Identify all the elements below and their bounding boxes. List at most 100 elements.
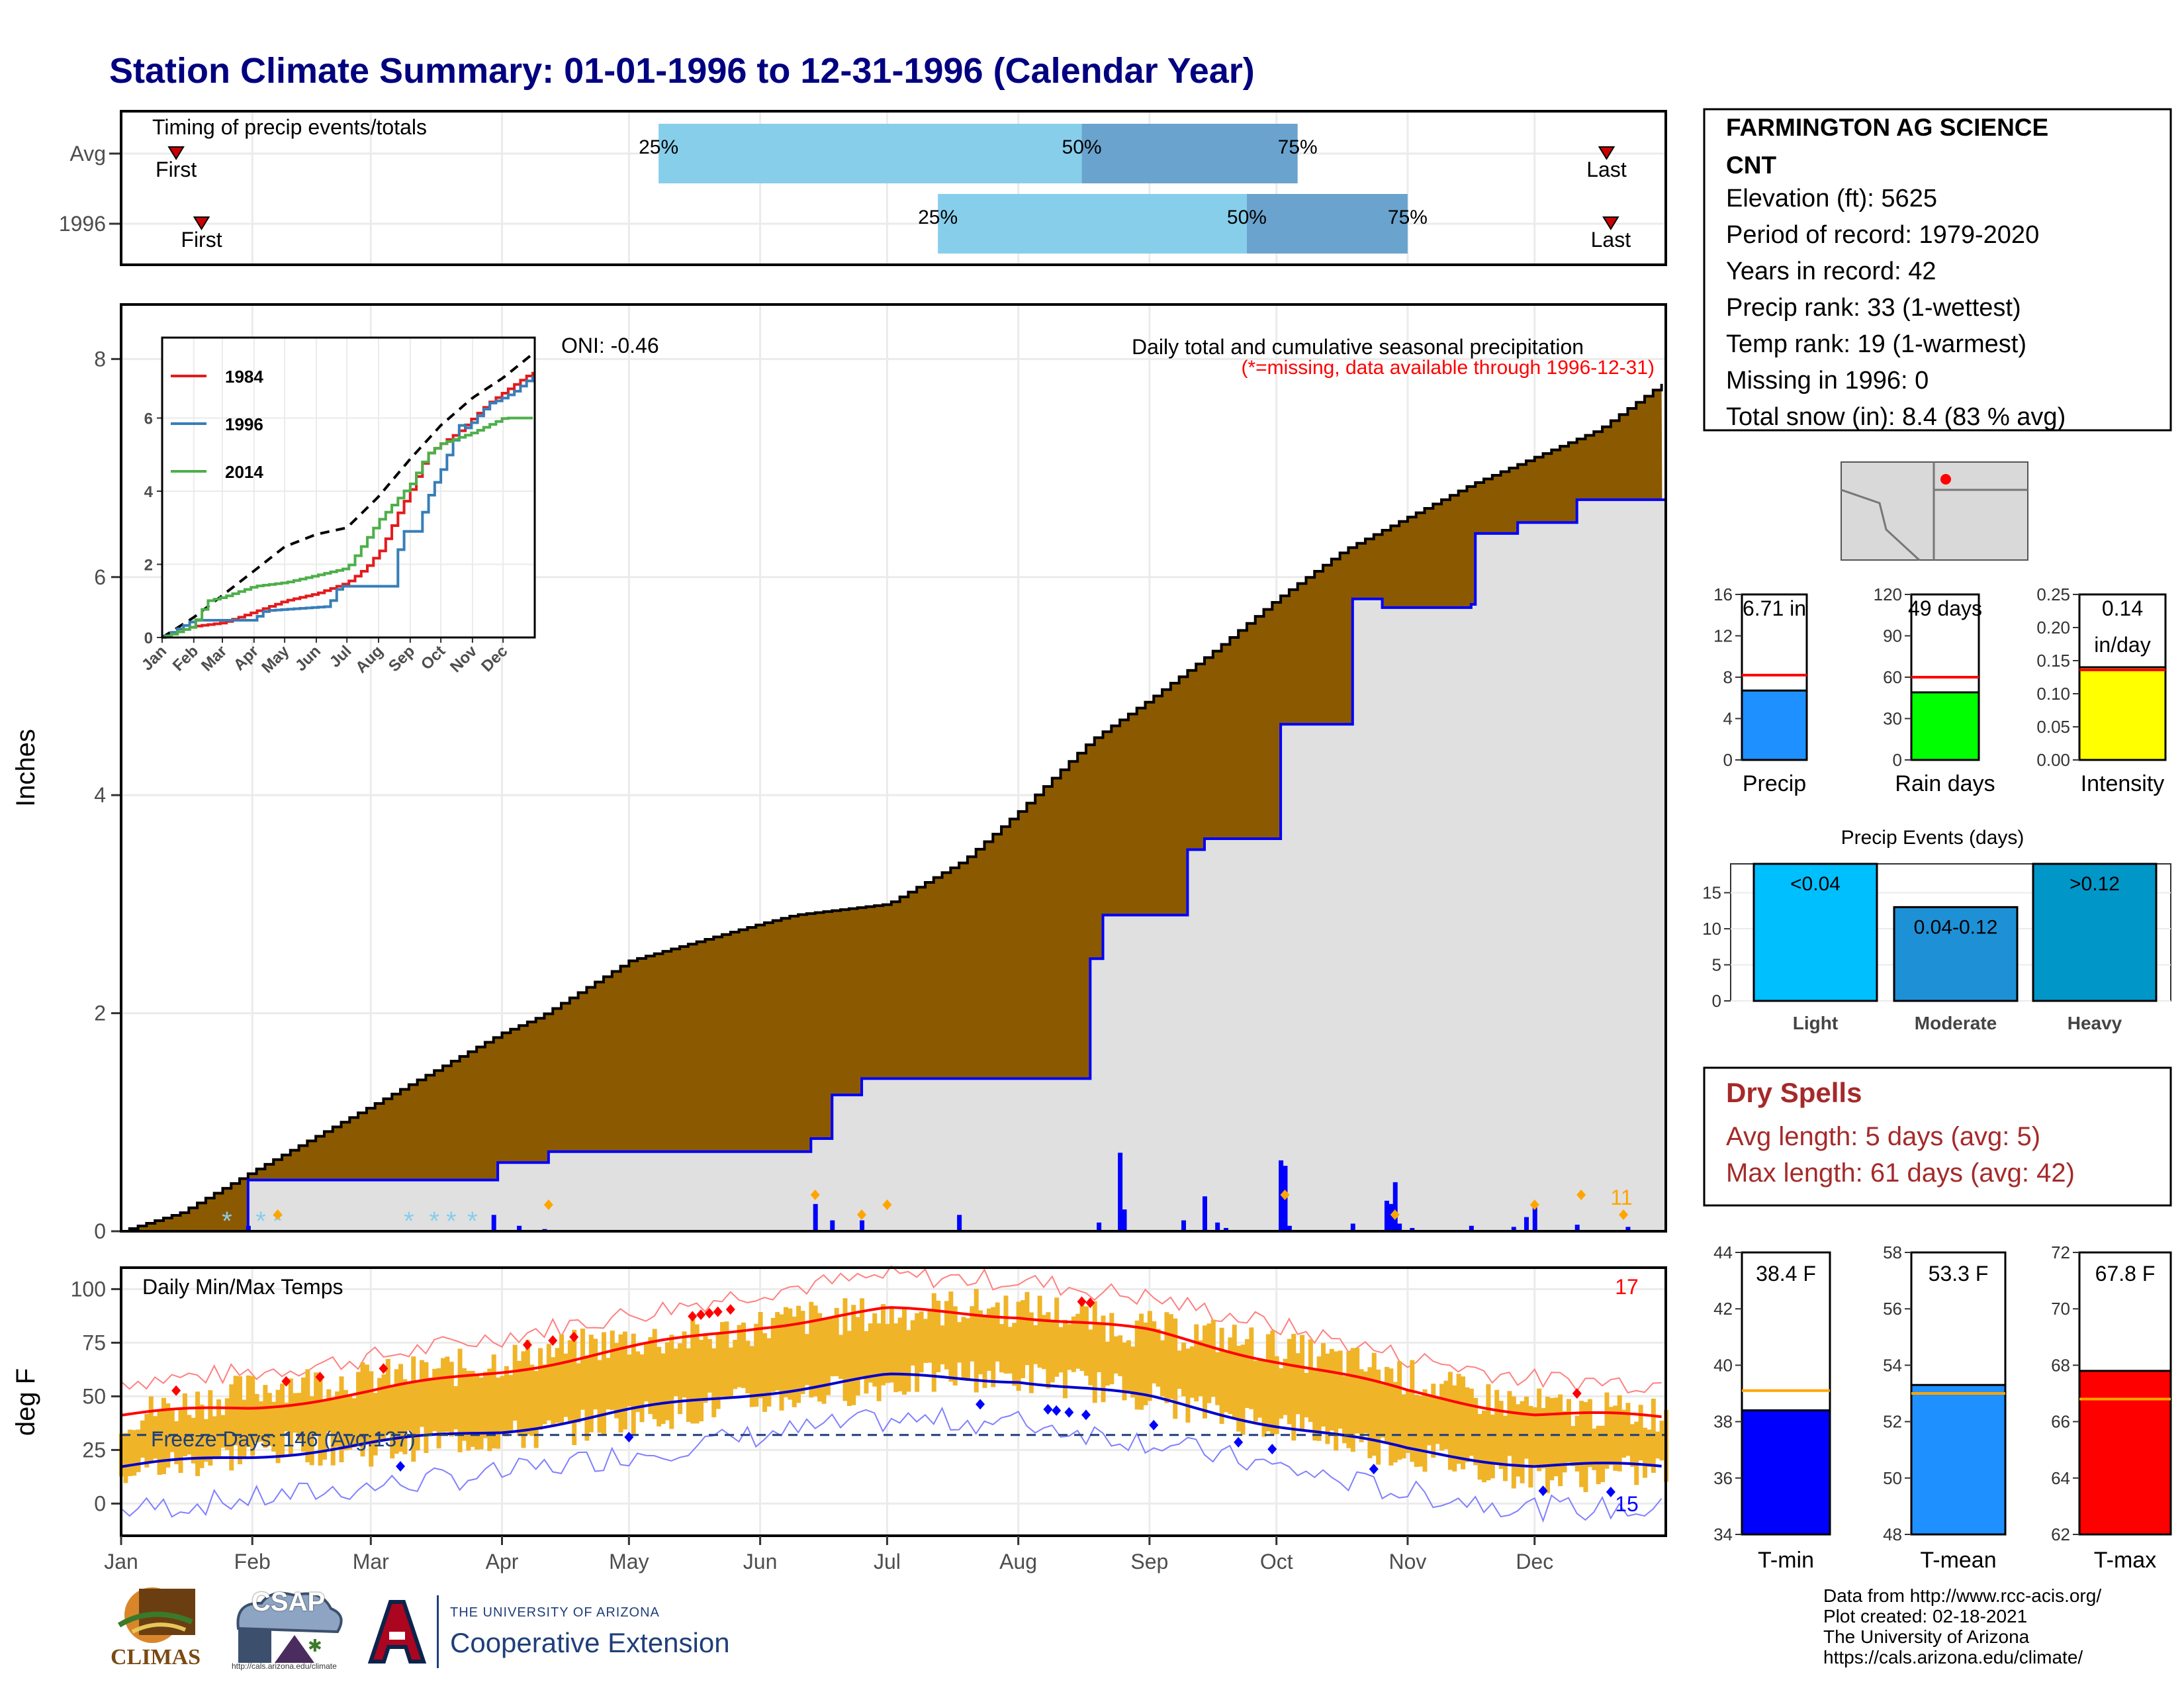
daily-temp-bar — [986, 1308, 991, 1371]
month-label: Nov — [1388, 1550, 1426, 1573]
daily-precip-bar — [1181, 1220, 1187, 1231]
record-high-marker — [171, 1385, 181, 1396]
mini-bar-tick-label: 0.05 — [2036, 717, 2070, 737]
snow-marker: * — [255, 1207, 266, 1236]
daily-temp-bar — [1321, 1342, 1326, 1427]
mini-bar-label: Intensity — [2081, 771, 2165, 796]
timing-last-marker — [1598, 146, 1615, 160]
daily-temp-bar — [1016, 1301, 1021, 1391]
daily-temp-bar — [127, 1429, 132, 1476]
month-label: Dec — [1516, 1550, 1553, 1573]
daily-temp-bar — [948, 1291, 954, 1382]
daily-temp-bar — [144, 1413, 150, 1468]
csap-logo: ✱ — [236, 1592, 343, 1663]
daily-temp-bar — [588, 1335, 594, 1432]
daily-temp-bar — [326, 1389, 332, 1432]
daily-temp-bar — [678, 1343, 683, 1415]
mini-bar-tick-label: 120 — [1874, 585, 1902, 604]
inset-legend-label: 2014 — [225, 462, 263, 482]
daily-temp-bar — [508, 1375, 514, 1433]
precip-y-tick-label: 2 — [94, 1002, 106, 1025]
daily-temp-bar — [1219, 1327, 1224, 1425]
inset-series-line-2014 — [162, 416, 533, 639]
inset-legend-label: 1996 — [225, 414, 263, 434]
station-info-line: Precip rank: 33 (1-wettest) — [1726, 294, 2021, 322]
daily-temp-bar — [1075, 1313, 1081, 1369]
daily-temp-bar — [1477, 1414, 1482, 1480]
daily-temp-bar — [915, 1313, 920, 1392]
daily-temp-bar — [174, 1421, 179, 1464]
daily-temp-bar — [1083, 1306, 1089, 1376]
daily-temp-bar — [512, 1344, 518, 1421]
events-tick-label: 5 — [1712, 955, 1721, 975]
daily-temp-bar — [631, 1333, 636, 1434]
daily-temp-bar — [1520, 1401, 1525, 1483]
daily-temp-bar — [1279, 1368, 1284, 1419]
precip-event-marker — [543, 1199, 553, 1210]
daily-temp-bar — [622, 1331, 627, 1430]
timing-last-label: Last — [1591, 228, 1631, 252]
daily-temp-bar — [178, 1408, 183, 1474]
daily-temp-bar — [161, 1397, 166, 1474]
daily-temp-bar — [664, 1342, 670, 1421]
daily-temp-bar — [927, 1310, 933, 1363]
daily-temp-bar — [1164, 1312, 1169, 1403]
daily-temp-bar — [461, 1368, 467, 1441]
mini-bar-tick-label: 0.10 — [2036, 684, 2070, 704]
daily-temp-bar — [559, 1335, 565, 1423]
month-label: Feb — [234, 1550, 271, 1573]
record-low-marker — [1052, 1405, 1062, 1416]
daily-precip-bar — [1469, 1225, 1474, 1231]
temp-bar-tick-label: 62 — [2051, 1524, 2070, 1544]
daily-temp-bar — [1215, 1352, 1220, 1405]
record-high-line — [120, 1265, 1662, 1393]
temp-bar-label: T-mean — [1920, 1548, 1996, 1573]
daily-temp-bar — [762, 1333, 767, 1412]
daily-temp-bar — [788, 1308, 793, 1400]
temp-bar-value-label: 53.3 F — [1929, 1262, 1989, 1286]
record-high-marker — [548, 1335, 558, 1346]
daily-temp-bar — [1143, 1322, 1148, 1405]
daily-temp-bar — [673, 1348, 678, 1397]
mini-bar-tick-label: 0 — [1723, 750, 1733, 770]
timing-p75-label: 75% — [1278, 136, 1318, 158]
daily-temp-bar — [1033, 1325, 1038, 1364]
daily-temp-bar — [208, 1390, 213, 1466]
daily-temp-bar — [351, 1398, 357, 1448]
mini-bar-value — [1741, 689, 1808, 761]
daily-precip-bar — [1287, 1225, 1292, 1231]
record-high-marker — [522, 1339, 532, 1350]
daily-temp-bar — [1071, 1316, 1076, 1372]
credit-line: Plot created: 02-18-2021 — [1823, 1606, 2028, 1626]
daily-temp-bar — [813, 1305, 818, 1397]
daily-temp-bar — [339, 1376, 344, 1463]
daily-temp-bar — [1130, 1346, 1136, 1398]
station-name: FARMINGTON AG SCIENCE — [1726, 114, 2048, 141]
daily-temp-bar — [148, 1396, 154, 1462]
daily-temp-bar — [1228, 1337, 1233, 1415]
daily-temp-bar — [390, 1387, 395, 1459]
temp-bar-tick-label: 44 — [1713, 1243, 1733, 1262]
daily-temp-bar — [1088, 1329, 1093, 1385]
freeze-days-label: Freeze Days: 146 (Avg:137) — [151, 1427, 416, 1451]
record-high-marker — [725, 1304, 735, 1315]
daily-temp-bar — [1253, 1360, 1258, 1422]
credit-line: https://cals.arizona.edu/climate/ — [1823, 1647, 2083, 1667]
temp-bar-label: T-min — [1758, 1548, 1814, 1573]
daily-temp-bar — [322, 1400, 327, 1460]
daily-temp-bar — [1198, 1340, 1203, 1397]
precip-event-marker — [1280, 1190, 1290, 1200]
ua-big-text: Cooperative Extension — [450, 1627, 730, 1658]
daily-precip-bar — [1532, 1203, 1537, 1231]
events-title: Precip Events (days) — [1841, 827, 2025, 849]
daily-temp-bar — [491, 1354, 496, 1449]
daily-temp-bar — [978, 1310, 983, 1375]
daily-temp-bar — [360, 1362, 365, 1457]
daily-temp-bar — [1134, 1320, 1140, 1410]
daily-temp-bar — [660, 1353, 666, 1425]
timing-p25-label: 25% — [918, 207, 958, 228]
mini-bar-label: Precip — [1743, 771, 1806, 796]
daily-temp-bar — [1655, 1431, 1661, 1459]
ua-small-text: THE UNIVERSITY OF ARIZONA — [450, 1605, 660, 1620]
month-label: Oct — [1260, 1550, 1293, 1573]
